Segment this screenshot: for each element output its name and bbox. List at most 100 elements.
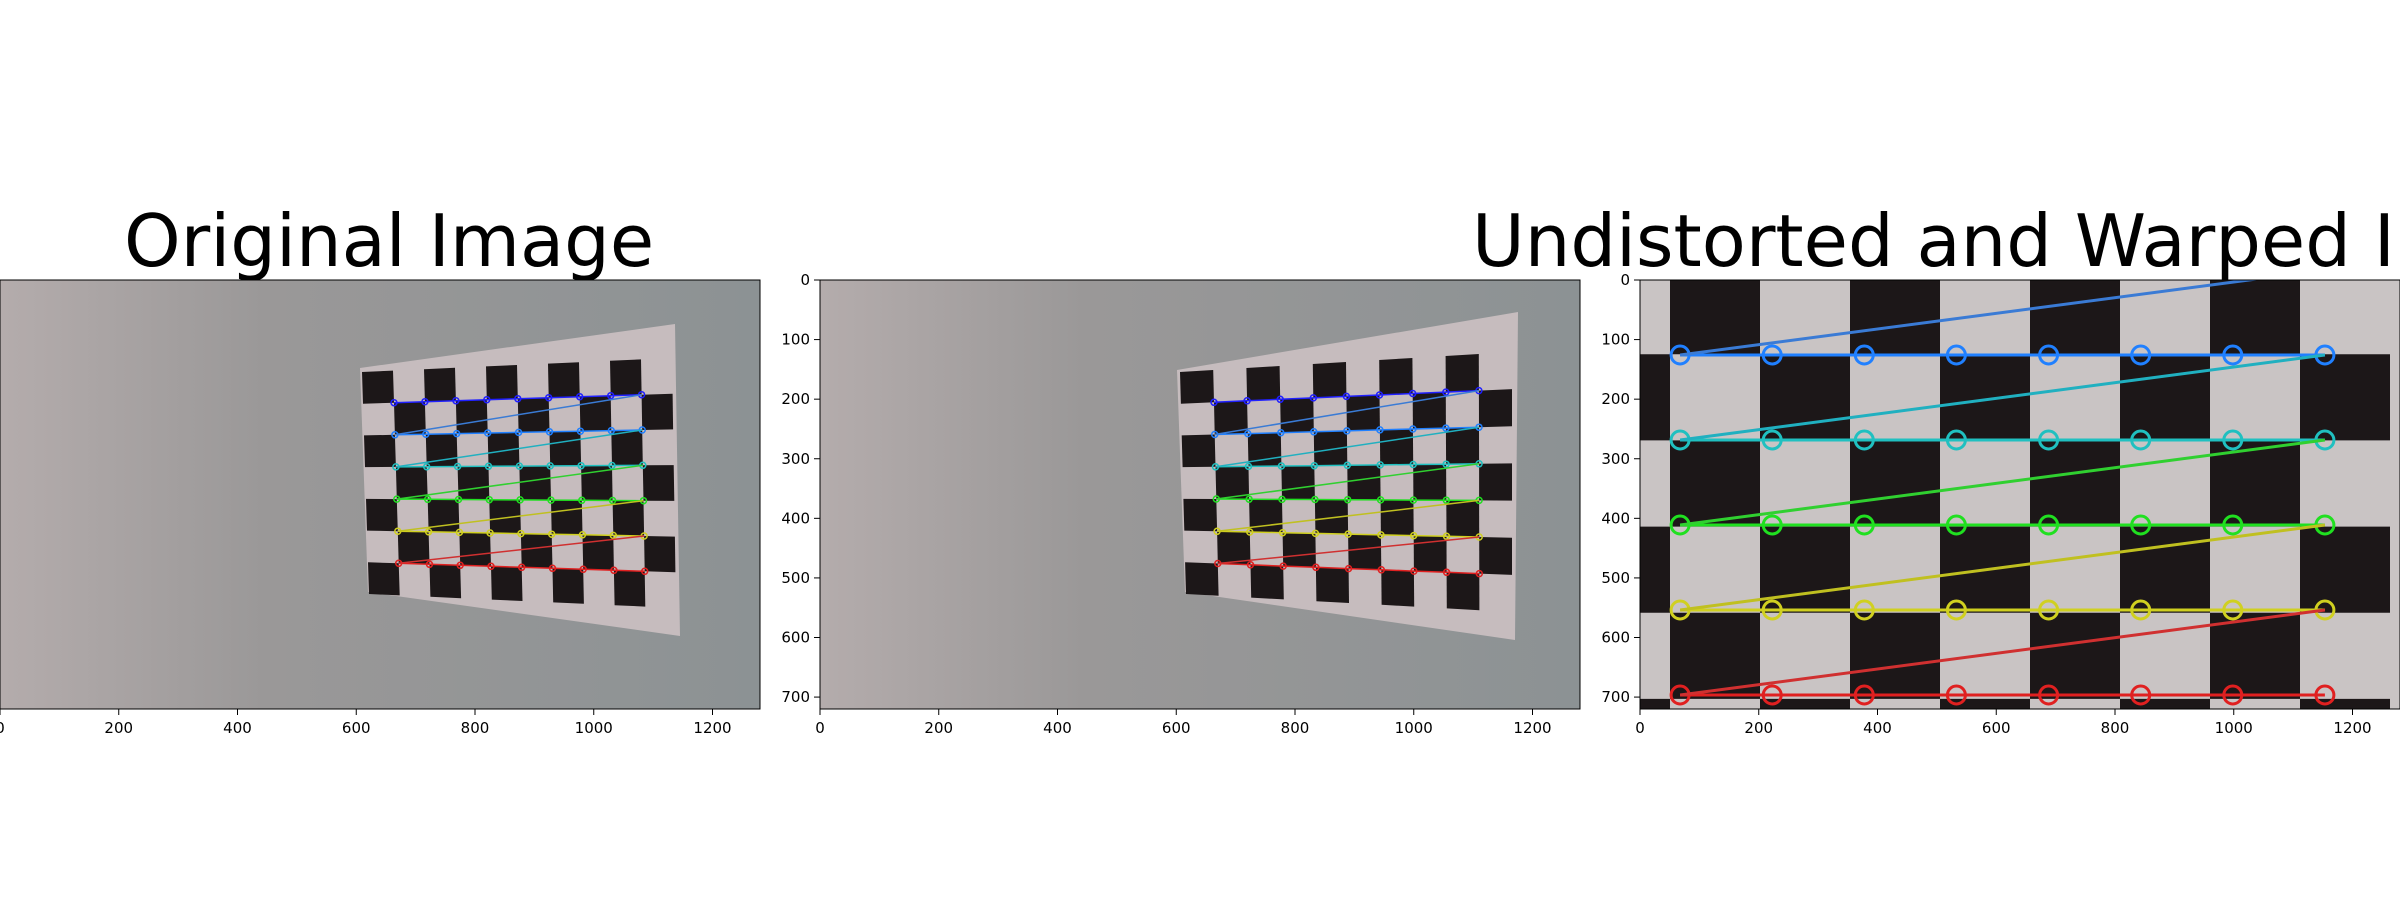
checker-square (1412, 392, 1446, 429)
corner-marker (452, 396, 460, 405)
checker-square (455, 399, 488, 434)
y-tick-label: 600 (1601, 629, 1630, 647)
y-tick-label: 400 (1601, 509, 1630, 527)
corner-marker (2045, 280, 2052, 281)
corner-row-line (398, 562, 645, 573)
y-tick-label: 200 (781, 390, 810, 408)
corner-row-line (394, 429, 643, 436)
corner-marker (1343, 461, 1352, 470)
checker-square (1348, 534, 1382, 570)
checker-square (2300, 182, 2390, 268)
checker-square (641, 393, 674, 430)
x-tick-label: 1000 (575, 719, 613, 737)
corner-marker (2314, 684, 2336, 706)
corner-marker (422, 430, 430, 438)
corner-marker (1853, 599, 1875, 621)
checker-square (552, 568, 584, 604)
y-tick-label: 300 (781, 450, 810, 468)
corner-marker (1409, 460, 1417, 469)
corner-marker (1442, 568, 1451, 577)
checker-square (2120, 698, 2210, 709)
corner-marker (1442, 424, 1450, 432)
corner-marker (1246, 561, 1255, 569)
checker-square (368, 562, 400, 596)
checker-square (1281, 465, 1315, 500)
corner-marker (483, 395, 491, 404)
checker-square (491, 566, 523, 601)
checker-square (2210, 280, 2300, 355)
corner-marker (1244, 429, 1252, 438)
corner-marker (2137, 280, 2144, 281)
checker-square (459, 532, 491, 567)
y-tick-label: 500 (781, 569, 810, 587)
corner-marker (1853, 344, 1875, 366)
x-tick-label: 600 (1162, 719, 1191, 737)
checker-square (1670, 280, 1760, 355)
x-tick-label: 1000 (1395, 719, 1433, 737)
corner-marker (483, 429, 492, 437)
corner-row-line (393, 393, 642, 404)
checker-square (1185, 562, 1219, 596)
corner-marker (422, 462, 431, 471)
checker-square (579, 395, 612, 432)
checker-square (429, 564, 462, 599)
checker-square (613, 570, 646, 607)
corner-marker (1376, 496, 1385, 504)
undistorted-image-panel (820, 280, 1580, 709)
checker-square (644, 536, 676, 573)
corner-marker (2222, 599, 2244, 621)
checker-square (1446, 572, 1480, 611)
x-tick-label: 1200 (1513, 719, 1551, 737)
corner-marker (2038, 684, 2060, 706)
title-original-image: Original Image (124, 199, 655, 283)
corner-marker (1953, 280, 1960, 281)
checker-square (1380, 499, 1414, 536)
y-tick-label: 300 (1601, 450, 1630, 468)
corner-marker (1310, 428, 1318, 436)
original-image-panel (0, 280, 760, 709)
checker-square (519, 465, 551, 501)
undistorted-image-frame (819, 279, 1581, 710)
checker-square (364, 434, 396, 468)
corner-marker (577, 461, 585, 470)
checker-square (1217, 531, 1251, 565)
checker-square (581, 465, 613, 501)
checker-square (1760, 182, 1850, 268)
corner-marker (1377, 531, 1385, 539)
corner-marker (578, 496, 586, 505)
checker-square (1580, 182, 1670, 268)
y-tick-label: 400 (781, 509, 810, 527)
x-tick-label: 600 (1982, 719, 2011, 737)
corner-row-line (396, 498, 644, 502)
x-tick-label: 1000 (2215, 719, 2253, 737)
corner-marker (1761, 429, 1783, 451)
checker-square (1282, 532, 1316, 568)
checker-square (2030, 280, 2120, 355)
corner-marker (1761, 514, 1783, 536)
corner-marker (1409, 531, 1418, 540)
checker-square (424, 367, 456, 402)
corner-marker (1945, 514, 1967, 536)
corner-connector-line (1679, 523, 2326, 612)
corner-marker (607, 426, 616, 435)
checker-square (1670, 440, 1760, 527)
corner-marker (455, 528, 464, 537)
checker-square (2300, 354, 2390, 441)
x-tick-label: 0 (1635, 719, 1645, 737)
corner-marker (1342, 392, 1351, 401)
corner-marker (390, 398, 398, 407)
checker-square (1315, 567, 1349, 603)
x-tick-label: 200 (1744, 719, 1773, 737)
corner-row-line (1217, 562, 1480, 575)
corner-marker (517, 529, 525, 538)
y-tick-label: 100 (781, 331, 810, 349)
corner-connector-line (1216, 463, 1480, 500)
corner-marker (1945, 429, 1967, 451)
checkerboard (1180, 354, 1512, 611)
corner-marker (421, 397, 429, 406)
checker-square (2030, 440, 2120, 527)
checker-square (395, 466, 428, 500)
corner-marker (452, 429, 461, 438)
checker-square (1413, 464, 1447, 501)
checker-square (612, 500, 645, 536)
